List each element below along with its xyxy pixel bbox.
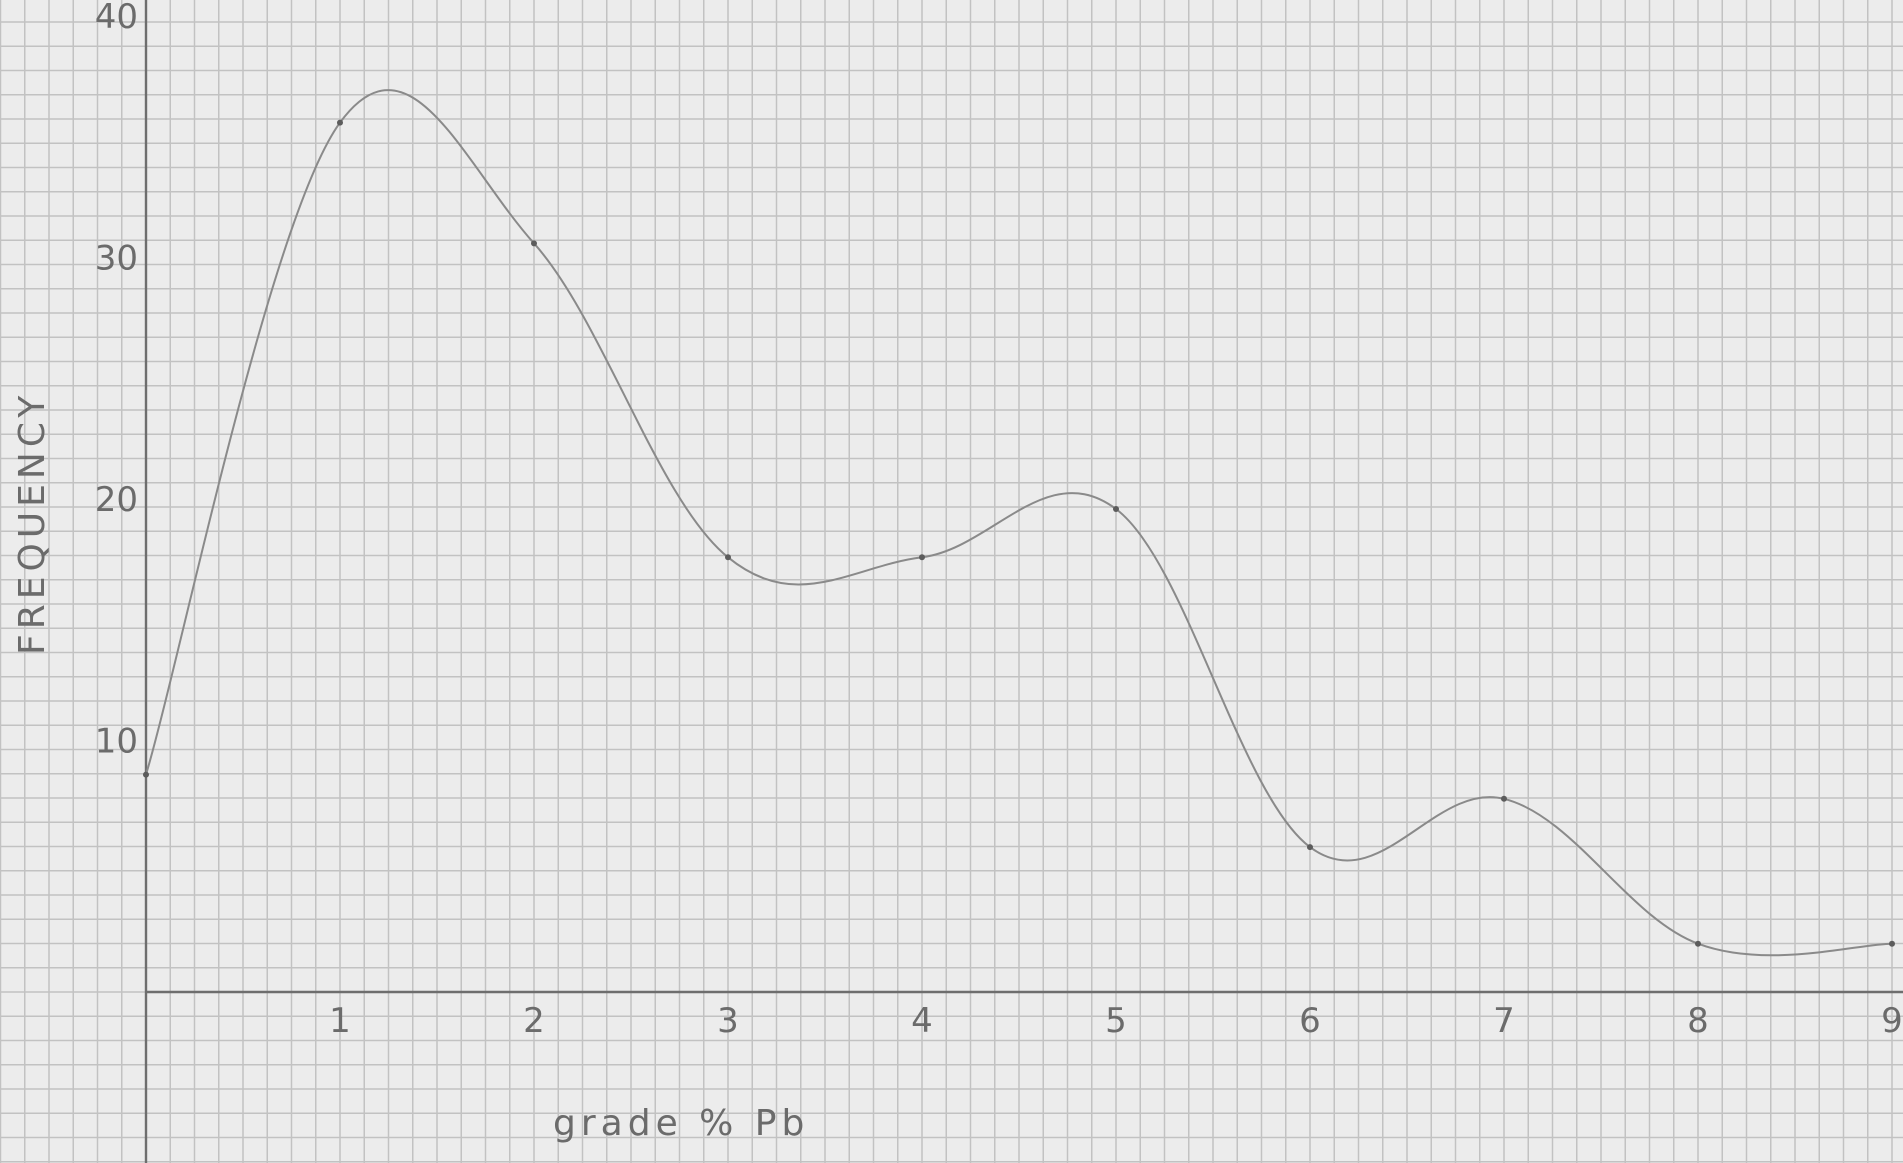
y-axis-title: FREQUENCY — [12, 391, 53, 655]
y-tick-label: 40 — [95, 0, 138, 37]
x-tick-label: 8 — [1687, 1001, 1709, 1041]
y-tick-label: 20 — [95, 480, 138, 520]
data-point — [1501, 795, 1507, 802]
data-point — [337, 119, 343, 126]
x-tick-label: 3 — [717, 1001, 739, 1041]
data-point — [1307, 844, 1313, 851]
axes — [144, 0, 1903, 1163]
data-point — [725, 554, 731, 561]
x-axis-title: grade % Pb — [553, 1103, 809, 1144]
x-tick-label: 6 — [1299, 1001, 1321, 1041]
x-tick-label: 4 — [911, 1001, 933, 1041]
y-tick-label: 10 — [95, 722, 138, 762]
data-point — [1695, 940, 1701, 947]
data-point — [1889, 940, 1895, 947]
data-series — [145, 89, 1893, 957]
data-point — [1113, 506, 1119, 512]
tick-labels: 1 2 3 4 5 6 7 8 9 10 20 30 40 — [95, 0, 1903, 1041]
x-tick-label: 1 — [329, 1001, 351, 1041]
data-points — [143, 119, 1895, 947]
data-point — [919, 554, 925, 561]
y-tick-label: 30 — [95, 239, 138, 279]
data-point — [143, 771, 149, 778]
frequency-curve — [145, 89, 1893, 957]
x-tick-label: 9 — [1881, 1001, 1903, 1041]
x-tick-label: 5 — [1105, 1001, 1127, 1041]
x-tick-label: 7 — [1493, 1001, 1515, 1041]
data-point — [531, 240, 537, 247]
x-tick-label: 2 — [523, 1001, 545, 1041]
